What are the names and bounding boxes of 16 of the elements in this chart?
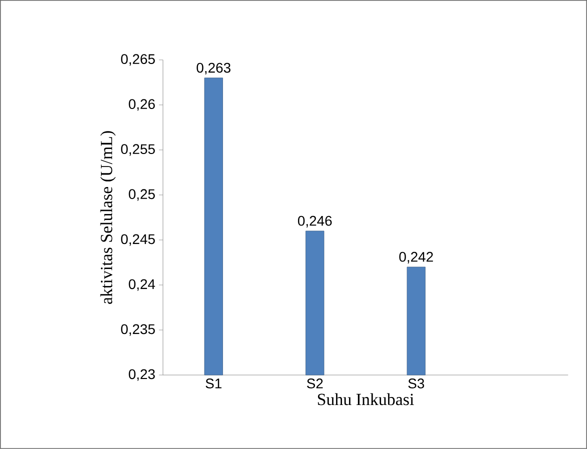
x-tick-label: S3 bbox=[408, 378, 424, 388]
data-label: 0,263 bbox=[196, 62, 230, 74]
data-label: 0,242 bbox=[399, 252, 433, 264]
y-tick-label: 0,235 bbox=[121, 324, 155, 336]
y-axis-title: aktivitas Selulase (U/mL) bbox=[100, 131, 116, 304]
y-tick-label: 0,245 bbox=[121, 234, 155, 246]
y-tick-label: 0,265 bbox=[121, 54, 155, 66]
x-axis-title: Suhu Inkubasi bbox=[318, 393, 414, 406]
y-tick-label: 0,26 bbox=[128, 99, 155, 111]
y-tick-label: 0,255 bbox=[121, 144, 155, 156]
data-label: 0,246 bbox=[298, 216, 332, 228]
x-tick-label: S1 bbox=[206, 378, 222, 388]
y-tick-label: 0,24 bbox=[128, 279, 156, 291]
y-tick-label: 0,25 bbox=[128, 189, 155, 201]
y-tick-label: 0,23 bbox=[128, 369, 155, 381]
x-tick-label: S2 bbox=[307, 378, 323, 388]
